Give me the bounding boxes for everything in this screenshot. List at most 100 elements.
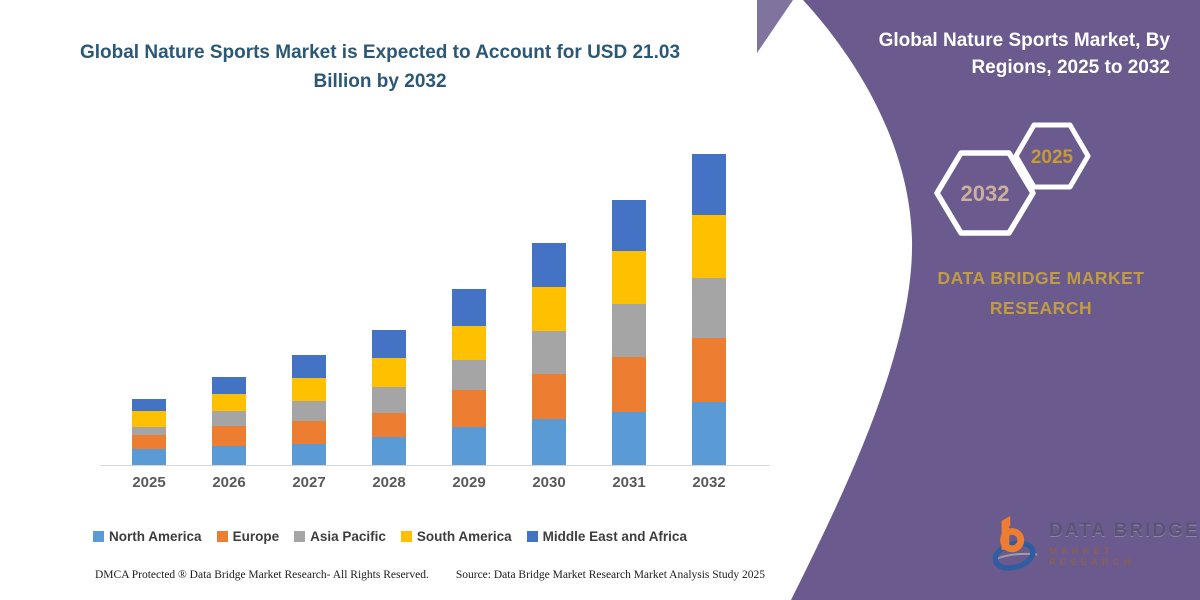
bar-column-2027 [269, 150, 349, 465]
bar-segment [292, 420, 326, 445]
legend-swatch [216, 531, 228, 542]
x-axis-label: 2025 [132, 474, 166, 491]
bar-stack-2032 [692, 154, 726, 465]
legend-swatch [294, 531, 306, 542]
bar-segment [612, 251, 646, 305]
bar-column-2031 [589, 150, 669, 465]
bar-segment [132, 435, 166, 449]
panel-corner-triangle [757, 0, 793, 53]
bar-segment [612, 304, 646, 358]
bar-segment [132, 398, 166, 411]
bar-segment [692, 278, 726, 339]
legend-item: Asia Pacific [294, 529, 386, 544]
bar-segment [292, 378, 326, 401]
bar-stack-2027 [292, 354, 326, 465]
logo-text: DATA BRIDGE MARKET RESEARCH [1049, 520, 1200, 568]
legend-item: Europe [216, 529, 280, 544]
legend-label: Asia Pacific [310, 529, 386, 544]
bar-segment [372, 436, 406, 465]
footer: DMCA Protected ® Data Bridge Market Rese… [95, 569, 765, 581]
sidebar-title: Global Nature Sports Market, By Regions,… [878, 30, 1170, 78]
bar-stack-2030 [532, 243, 566, 465]
bar-segment [452, 325, 486, 360]
chart-legend: North America Europe Asia Pacific South Ame… [40, 529, 740, 544]
x-axis-label: 2026 [212, 474, 246, 491]
bar-segment [212, 394, 246, 411]
chart-title: Global Nature Sports Market is Expected … [79, 42, 681, 93]
bar-segment [212, 410, 246, 426]
company-logo: DATA BRIDGE MARKET RESEARCH [990, 514, 1200, 574]
legend-item: North America [93, 529, 202, 544]
bar-column-2032 [669, 150, 749, 465]
logo-mark-icon [992, 516, 1038, 571]
bar-segment [692, 402, 726, 465]
bar-segment [372, 412, 406, 437]
bar-stack-2026 [212, 377, 246, 465]
hexagon-2025-label: 2025 [1031, 147, 1074, 168]
hexagon-2025 [1013, 122, 1091, 190]
legend-swatch [526, 531, 538, 542]
bar-segment [692, 215, 726, 279]
x-axis-label: 2028 [372, 474, 406, 491]
legend-label: Europe [232, 529, 280, 544]
bar-segment [212, 425, 246, 446]
bar-segment [612, 411, 646, 465]
bar-stack-2031 [612, 199, 646, 465]
bar-segment [452, 359, 486, 391]
bar-stack-2029 [452, 288, 486, 465]
bar-segment [132, 449, 166, 465]
hexagon-2032-label: 2032 [961, 181, 1010, 206]
x-axis-line [100, 465, 770, 466]
source-note: Source: Data Bridge Market Research Mark… [455, 569, 765, 581]
bar-segment [532, 373, 566, 420]
logo-wordmark: DATA BRIDGE [1049, 520, 1200, 541]
bar-segment [452, 427, 486, 465]
bar-segment [612, 357, 646, 412]
bar-segment [292, 354, 326, 379]
hexagon-2032 [934, 150, 1036, 236]
bar-segment [212, 445, 246, 465]
bar-segment [692, 338, 726, 403]
bar-column-2029 [429, 150, 509, 465]
bar-column-2025 [109, 150, 189, 465]
bar-segment [132, 410, 166, 427]
bar-segment [612, 199, 646, 252]
bar-stack-2025 [132, 398, 166, 465]
logo-tagline: MARKET RESEARCH [1049, 546, 1135, 568]
legend-label: South America [416, 529, 512, 544]
legend-item: South America [400, 529, 512, 544]
bar-segment [292, 400, 326, 421]
panel-background-shape [791, 0, 1200, 600]
x-axis-label: 2032 [692, 474, 726, 491]
x-axis-label: 2030 [532, 474, 566, 491]
legend-swatch [400, 531, 412, 542]
bar-segment [212, 377, 246, 395]
bar-segment [132, 426, 166, 435]
bar-stack-2028 [372, 330, 406, 465]
x-axis-labels: 2025 2026 2027 2028 2029 2030 2031 2032 [109, 474, 749, 491]
bar-segment [532, 331, 566, 374]
legend-item: Middle East and Africa [526, 529, 687, 544]
x-axis-label: 2029 [452, 474, 486, 491]
bar-column-2030 [509, 150, 589, 465]
x-axis-label: 2027 [292, 474, 326, 491]
bar-segment [292, 444, 326, 465]
bar-column-2028 [349, 150, 429, 465]
bar-segment [372, 330, 406, 358]
bar-segment [372, 357, 406, 388]
bar-segment [532, 243, 566, 287]
bar-segment [452, 390, 486, 428]
brand-name: DATA BRIDGE MARKET RESEARCH [937, 268, 1145, 318]
legend-swatch [93, 531, 105, 542]
bar-segment [532, 419, 566, 465]
bar-segment [452, 288, 486, 326]
bar-segment [692, 154, 726, 216]
legend-label: Middle East and Africa [542, 529, 687, 544]
bar-segment [532, 286, 566, 332]
bar-segment [372, 387, 406, 413]
legend-label: North America [109, 529, 202, 544]
x-axis-label: 2031 [612, 474, 646, 491]
dmca-notice: DMCA Protected ® Data Bridge Market Rese… [95, 569, 429, 581]
